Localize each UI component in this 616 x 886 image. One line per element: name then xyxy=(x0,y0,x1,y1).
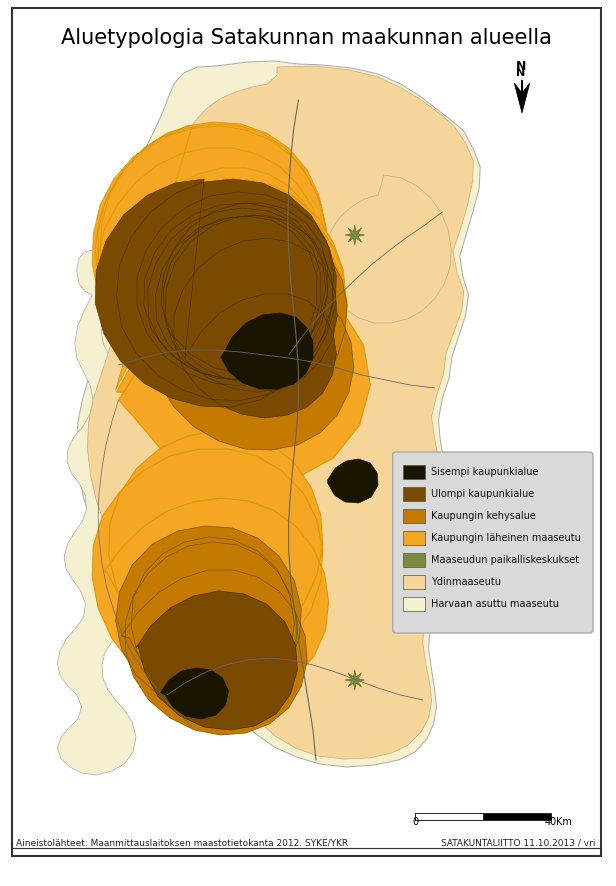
Text: Aluetypologia Satakunnan maakunnan alueella: Aluetypologia Satakunnan maakunnan aluee… xyxy=(61,28,551,48)
Text: Km: Km xyxy=(556,817,572,827)
Polygon shape xyxy=(92,431,328,705)
Bar xyxy=(403,597,425,611)
Text: N: N xyxy=(516,60,527,73)
Text: Kaupungin kehysalue: Kaupungin kehysalue xyxy=(431,511,535,521)
Text: Sisempi kaupunkialue: Sisempi kaupunkialue xyxy=(431,467,538,477)
Polygon shape xyxy=(514,83,530,113)
Bar xyxy=(403,465,425,479)
Bar xyxy=(415,813,551,820)
Polygon shape xyxy=(325,175,451,323)
Polygon shape xyxy=(345,225,365,245)
Bar xyxy=(403,553,425,567)
Text: Kaupungin läheinen maaseutu: Kaupungin läheinen maaseutu xyxy=(431,533,580,543)
Polygon shape xyxy=(95,179,338,418)
Bar xyxy=(415,813,483,820)
Text: SATAKUNTALIITTO 11.10.2013 / vri: SATAKUNTALIITTO 11.10.2013 / vri xyxy=(442,839,596,848)
Text: Ydinmaaseutu: Ydinmaaseutu xyxy=(431,577,501,587)
FancyBboxPatch shape xyxy=(393,452,593,633)
Bar xyxy=(403,575,425,589)
Text: 40: 40 xyxy=(545,817,557,827)
Text: Harvaan asuttu maaseutu: Harvaan asuttu maaseutu xyxy=(431,599,559,609)
Polygon shape xyxy=(57,250,136,775)
Text: Maaseudun paikalliskeskukset: Maaseudun paikalliskeskukset xyxy=(431,555,579,565)
Polygon shape xyxy=(160,668,229,719)
Polygon shape xyxy=(221,313,313,389)
Polygon shape xyxy=(77,61,480,767)
Polygon shape xyxy=(116,526,307,735)
Polygon shape xyxy=(87,66,474,759)
Polygon shape xyxy=(345,670,365,690)
Polygon shape xyxy=(151,217,354,450)
Text: Aineistolähteet: Maanmittauslaitoksen maastotietokanta 2012. SYKE/YKR: Aineistolähteet: Maanmittauslaitoksen ma… xyxy=(17,839,349,848)
Polygon shape xyxy=(328,459,378,503)
Bar xyxy=(403,531,425,545)
Polygon shape xyxy=(118,284,370,486)
Polygon shape xyxy=(136,591,298,730)
Text: Ulompi kaupunkialue: Ulompi kaupunkialue xyxy=(431,489,534,499)
Polygon shape xyxy=(116,180,363,466)
Polygon shape xyxy=(92,122,349,447)
Text: N: N xyxy=(516,68,525,78)
Bar xyxy=(403,509,425,523)
Text: 0: 0 xyxy=(412,817,418,827)
Bar xyxy=(403,487,425,501)
